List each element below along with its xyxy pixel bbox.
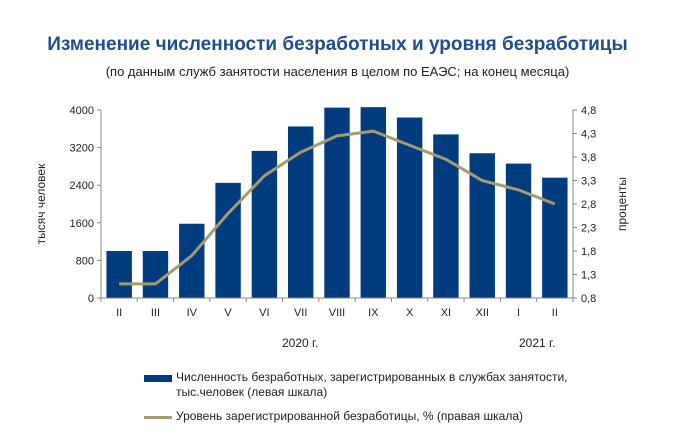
legend-label-bars: Численность безработных, зарегистрирован… <box>176 370 568 399</box>
y-tick-label-left: 3200 <box>70 143 94 155</box>
bar <box>360 107 387 299</box>
bar <box>469 153 495 298</box>
y-tick-label-right: 4,3 <box>581 129 596 141</box>
y-tick-label-right: 1,8 <box>581 246 596 258</box>
x-tick-label: IX <box>368 307 379 319</box>
x-tick-label: VII <box>294 307 307 319</box>
chart-subtitle: (по данным служб занятости населения в ц… <box>105 64 570 79</box>
y-tick-label-right: 3,8 <box>581 152 596 164</box>
bar <box>251 150 278 298</box>
year-label-2020: 2020 г. <box>282 336 319 350</box>
legend-item-line: Уровень зарегистрированной безработицы, … <box>144 409 584 424</box>
y-tick-label-right: 2,8 <box>581 199 596 211</box>
chart-title: Изменение численности безработных и уров… <box>47 34 628 55</box>
y-tick-label-left: 1600 <box>70 218 94 230</box>
bar <box>542 177 568 298</box>
x-tick-label: IV <box>187 307 198 319</box>
x-tick-label: II <box>116 307 122 319</box>
year-label-2021: 2021 г. <box>519 336 556 350</box>
legend-bar-swatch <box>144 375 172 382</box>
bar <box>142 251 169 298</box>
bar <box>287 126 314 298</box>
x-tick-label: VI <box>259 307 269 319</box>
y-tick-label-right: 0,8 <box>581 293 596 305</box>
line-series-unemployment-rate <box>119 129 556 286</box>
legend: Численность безработных, зарегистрирован… <box>144 370 584 433</box>
bar <box>215 182 241 298</box>
bar <box>106 251 132 298</box>
bar <box>433 134 459 298</box>
x-tick-label: XII <box>476 307 489 319</box>
legend-label-line: Уровень зарегистрированной безработицы, … <box>176 409 523 423</box>
y-axis-title-right: проценты <box>615 177 629 231</box>
y-tick-label-left: 0 <box>88 293 94 305</box>
x-tick-label: VIII <box>329 307 346 319</box>
x-tick-label: III <box>151 307 160 319</box>
y-tick-label-right: 1,3 <box>581 270 596 282</box>
bar <box>505 163 532 298</box>
y-tick-label-right: 4,8 <box>581 105 596 117</box>
y-tick-label-left: 800 <box>76 255 94 267</box>
y-tick-label-left: 2400 <box>70 180 94 192</box>
y-tick-label-right: 3,3 <box>581 176 596 188</box>
x-tick-label: II <box>552 307 558 319</box>
x-tick-label: XI <box>441 307 451 319</box>
y-tick-label-right: 2,3 <box>581 223 596 235</box>
x-tick-label: X <box>406 307 414 319</box>
x-tick-label: V <box>224 307 232 319</box>
legend-item-bars: Численность безработных, зарегистрирован… <box>144 370 584 400</box>
y-tick-label-left: 4000 <box>70 105 94 117</box>
x-tick-label: I <box>517 307 520 319</box>
legend-line-swatch <box>144 416 172 419</box>
y-axis-title-left: тысяч человек <box>34 163 48 244</box>
